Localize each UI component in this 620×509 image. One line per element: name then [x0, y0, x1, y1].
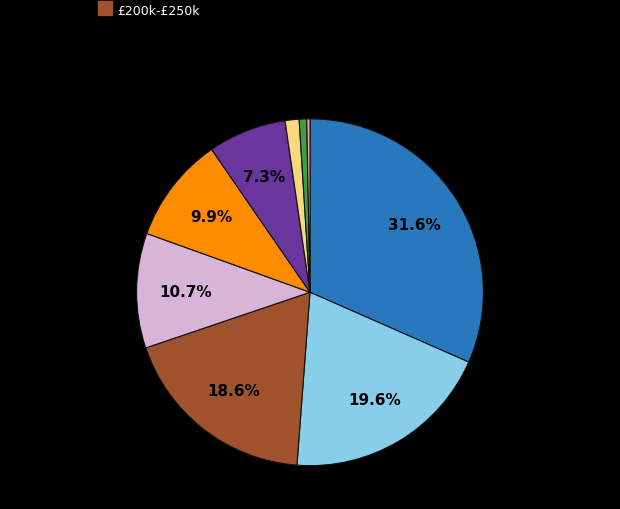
Text: 19.6%: 19.6%: [348, 392, 401, 407]
Text: 31.6%: 31.6%: [388, 217, 441, 232]
Text: 10.7%: 10.7%: [159, 284, 211, 299]
Wedge shape: [310, 120, 484, 362]
Wedge shape: [136, 234, 310, 348]
Wedge shape: [307, 120, 310, 293]
Wedge shape: [211, 122, 310, 293]
Wedge shape: [297, 293, 469, 466]
Text: 9.9%: 9.9%: [190, 209, 232, 224]
Wedge shape: [147, 150, 310, 293]
Legend: £300k-£400k, £250k-£300k, £200k-£250k, £400k-£500k, £150k-£200k, £500k-£750k, £1: £300k-£400k, £250k-£300k, £200k-£250k, £…: [93, 0, 527, 23]
Wedge shape: [146, 293, 310, 465]
Wedge shape: [299, 120, 310, 293]
Text: 18.6%: 18.6%: [207, 384, 260, 399]
Text: 7.3%: 7.3%: [243, 169, 285, 184]
Wedge shape: [285, 120, 310, 293]
